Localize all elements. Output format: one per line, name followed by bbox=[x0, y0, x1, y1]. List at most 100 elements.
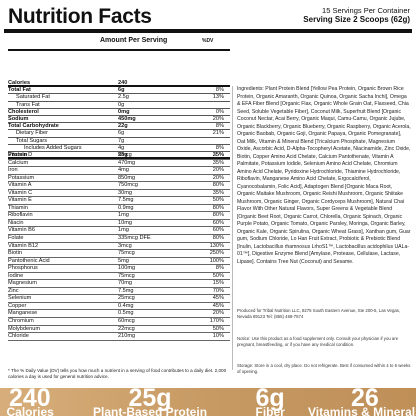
nutrient-row: Total Sugars 7g bbox=[8, 138, 230, 145]
vitamin-name: Iodine bbox=[8, 272, 24, 279]
vitamin-row: Riboflavin 1mg 80% bbox=[8, 212, 230, 220]
vitamin-row: Potassium 850mg 20% bbox=[8, 175, 230, 183]
nutrient-dv: 8% bbox=[215, 144, 224, 151]
nutrient-name: Total Fat bbox=[8, 87, 31, 94]
vitamin-name: Folate bbox=[8, 235, 24, 242]
vitamin-amount: 7.5mg bbox=[118, 287, 134, 294]
nutrient-row: Dietary Fiber 6g 21% bbox=[8, 130, 230, 138]
nutrient-name: Calories bbox=[8, 80, 31, 86]
nutrient-amount: 6g bbox=[118, 87, 125, 94]
vitamin-row: Biotin 75mcg 250% bbox=[8, 250, 230, 258]
notice-text: Notice: Use this product as a food suppl… bbox=[237, 336, 399, 347]
vitamin-dv: 70% bbox=[212, 287, 224, 294]
stat-value: 6g bbox=[255, 384, 285, 412]
vitamin-amount: 1mg bbox=[118, 227, 129, 234]
ingredients-text: Ingredients: Plant Protein Blend [Yellow… bbox=[237, 86, 411, 265]
vitamin-amount: 210mg bbox=[118, 333, 136, 340]
vitamin-row: Vitamin B6 1mg 60% bbox=[8, 227, 230, 236]
vitamin-dv: 80% bbox=[212, 204, 224, 211]
vitamin-row: Pantothenic Acid 5mg 100% bbox=[8, 258, 230, 266]
nutrient-row: Includes Added Sugars 4g 8% bbox=[8, 145, 230, 152]
vitamin-amount: 0.9mg bbox=[118, 204, 134, 211]
stat-label: Plant-Based Protein bbox=[93, 405, 208, 416]
vitamin-amount: 25mcg bbox=[118, 295, 135, 302]
nutrient-dv: 20% bbox=[212, 115, 224, 122]
nutrient-row: Trans Fat 0g bbox=[8, 102, 230, 109]
column-divider bbox=[232, 86, 233, 370]
storage-text: Storage: Store in a cool, dry place. Do … bbox=[237, 363, 411, 374]
vitamin-dv: 100% bbox=[209, 257, 224, 264]
vitamin-amount: 60mcg bbox=[118, 318, 135, 325]
vitamin-name: Phosphorus bbox=[8, 265, 38, 272]
nutrient-dv: 0% bbox=[215, 108, 224, 115]
vitamin-row: Iodine 75mcg 50% bbox=[8, 273, 230, 281]
nutrient-amount: 2.5g bbox=[118, 94, 129, 101]
vitamin-row: Vitamin D 5mcg 25% bbox=[8, 152, 230, 160]
nutrient-row: Sodium 450mg 20% bbox=[8, 115, 230, 124]
vitamin-name: Iron bbox=[8, 167, 18, 174]
vitamin-name: Vitamin A bbox=[8, 182, 32, 189]
nutrient-name: Sodium bbox=[8, 115, 29, 122]
nutrient-row: Protein 25g 35% bbox=[8, 151, 230, 160]
vitamin-row: Phosphorus 100mg 8% bbox=[8, 265, 230, 273]
vitamin-name: Manganese bbox=[8, 310, 38, 317]
stat-value: 26 bbox=[351, 384, 379, 412]
vitamin-name: Vitamin B6 bbox=[8, 227, 35, 234]
vitamin-amount: 22mcg bbox=[118, 325, 135, 332]
stat-label: Calories bbox=[6, 405, 54, 416]
vitamin-dv: 45% bbox=[212, 295, 224, 302]
stat-label: Vitamins & Minerals bbox=[308, 405, 416, 416]
highlights-banner bbox=[0, 388, 416, 416]
stat-label: Fiber bbox=[255, 405, 285, 416]
vitamin-dv: 45% bbox=[212, 302, 224, 309]
nutrient-name: Dietary Fiber bbox=[16, 130, 49, 137]
dv-footnote: * The % Daily Value (DV) tells you how m… bbox=[8, 368, 227, 379]
vitamin-name: Potassium bbox=[8, 174, 35, 181]
vitamin-row: Magnesium 70mg 15% bbox=[8, 280, 230, 288]
vitamin-dv: 60% bbox=[212, 219, 224, 226]
vitamin-row: Vitamin B12 3mcg 130% bbox=[8, 243, 230, 251]
vitamin-row: Molybdenum 22mcg 50% bbox=[8, 326, 230, 334]
macronutrient-table: Calories 240 Total Fat 6g 8% Saturated Fat 2.5… bbox=[8, 80, 230, 160]
vitamin-name: Vitamin E bbox=[8, 197, 32, 204]
vitamin-row: Vitamin A 750mcg 80% bbox=[8, 182, 230, 190]
vitamin-dv: 10% bbox=[212, 333, 224, 340]
vitamin-dv: 25% bbox=[212, 152, 224, 158]
dv-header: %DV bbox=[202, 38, 214, 44]
vitamin-row: Calcium 470mg 35% bbox=[8, 160, 230, 168]
vitamin-dv: 80% bbox=[212, 235, 224, 242]
vitamin-amount: 335mcg DFE bbox=[118, 235, 151, 242]
vitamin-row: Vitamin C 30mg 35% bbox=[8, 190, 230, 198]
nutrient-amount: 240 bbox=[118, 80, 128, 86]
vitamin-dv: 20% bbox=[212, 167, 224, 174]
vitamin-name: Selenium bbox=[8, 295, 32, 302]
vitamin-name: Biotin bbox=[8, 250, 22, 257]
vitamin-amount: 850mg bbox=[118, 174, 136, 181]
nutrient-amount: 0mg bbox=[118, 108, 130, 115]
vitamin-dv: 80% bbox=[212, 182, 224, 189]
vitamin-amount: 30mg bbox=[118, 189, 132, 196]
nutrient-name: Protein bbox=[8, 151, 28, 158]
nutrient-dv: 8% bbox=[215, 123, 224, 130]
vitamin-name: Pantothenic Acid bbox=[8, 257, 50, 264]
vitamin-dv: 15% bbox=[212, 280, 224, 287]
vitamin-amount: 10mg bbox=[118, 219, 132, 226]
vitamin-dv: 80% bbox=[212, 212, 224, 219]
vitamin-dv: 20% bbox=[212, 310, 224, 317]
nutrient-name: Saturated Fat bbox=[16, 94, 50, 101]
vitamin-amount: 100mg bbox=[118, 265, 136, 272]
nutrient-dv: 35% bbox=[212, 151, 224, 158]
vitamin-amount: 7.5mg bbox=[118, 197, 134, 204]
vitamin-dv: 20% bbox=[212, 174, 224, 181]
vitamin-mineral-table: Vitamin D 5mcg 25% Calcium 470mg 35% Iron 4mg 20… bbox=[8, 152, 230, 341]
nutrient-name: Total Carbohydrate bbox=[8, 123, 59, 130]
vitamin-row: Selenium 25mcg 45% bbox=[8, 295, 230, 303]
nutrient-row: Cholesterol 0mg 0% bbox=[8, 109, 230, 116]
nutrient-dv: 13% bbox=[212, 94, 224, 101]
vitamin-amount: 5mcg bbox=[118, 152, 132, 158]
vitamin-amount: 0.5mg bbox=[118, 310, 134, 317]
nutrient-amount: 25g bbox=[118, 151, 128, 158]
nutrient-amount: 22g bbox=[118, 123, 128, 130]
vitamin-amount: 75mcg bbox=[118, 272, 135, 279]
vitamin-dv: 50% bbox=[212, 197, 224, 204]
